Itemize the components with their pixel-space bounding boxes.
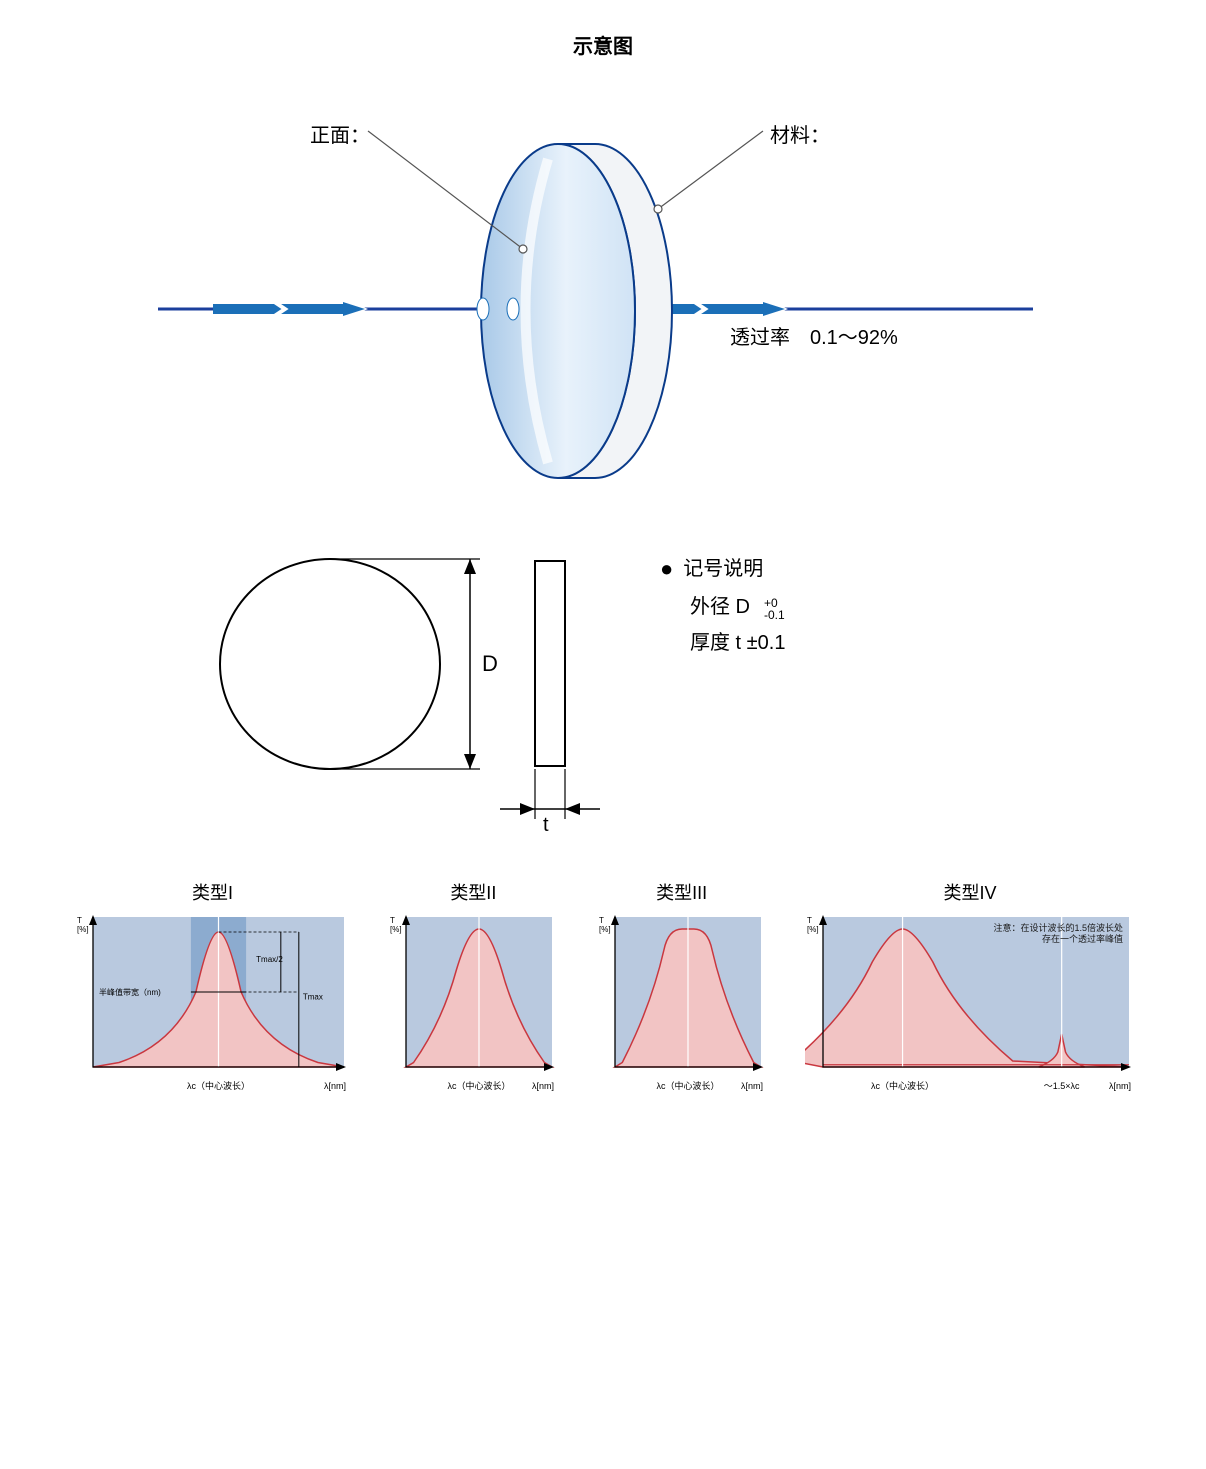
svg-text:～1.5×λc: ～1.5×λc (1044, 1081, 1080, 1091)
bullet-icon: ● (660, 549, 673, 589)
dimension-section: D t ● 记号说明 外径 D +0 -0.1 (0, 519, 1206, 879)
svg-text:λ[nm]: λ[nm] (532, 1081, 554, 1091)
chart-类型IV: 类型IV注意：在设计波长的1.5倍波长处存在一个透过率峰值λc（中心波长）～1.… (805, 879, 1135, 1102)
svg-text:T[%]: T[%] (77, 916, 89, 934)
chart-svg: λc（中心波长） T[%] λ[nm] (388, 911, 558, 1097)
chart-title: 类型II (388, 879, 558, 905)
dimension-svg: D t (170, 519, 730, 849)
svg-text:Tmax/2: Tmax/2 (256, 955, 283, 964)
dim-t-label: t (543, 814, 549, 836)
svg-text:λc（中心波长）: λc（中心波长） (448, 1080, 511, 1091)
chart-title: 类型III (597, 879, 767, 905)
dim-D-label: D (482, 651, 498, 676)
svg-text:λ[nm]: λ[nm] (1109, 1081, 1131, 1091)
chart-类型I: 类型I Tmax Tmax/2 半峰值带宽（nm) λc（中心波长） T[%] λ[nm] (75, 879, 350, 1102)
lens-schematic: 正面： 材料： 透过率 0.1～92% (0, 59, 1206, 519)
page-title: 示意图 (0, 0, 1206, 59)
svg-text:λc（中心波长）: λc（中心波长） (871, 1080, 934, 1091)
svg-text:Tmax: Tmax (303, 993, 323, 1002)
svg-text:λ[nm]: λ[nm] (324, 1081, 346, 1091)
svg-text:T[%]: T[%] (807, 916, 819, 934)
row-D: 外径 D (690, 589, 750, 625)
chart-类型II: 类型II λc（中心波长） T[%] λ[nm] (388, 879, 558, 1102)
row-t: 厚度 t ±0.1 (690, 625, 785, 661)
svg-text:半峰值带宽（nm): 半峰值带宽（nm) (99, 987, 161, 997)
type-charts: 类型ITmaxTmax/2半峰值带宽（nm)λc（中心波长）T[%]λ[nm]类… (75, 879, 1135, 1129)
symbol-legend: ● 记号说明 外径 D +0 -0.1 厚度 t ±0.1 (660, 549, 785, 661)
lens-svg (103, 59, 1103, 519)
svg-text:T[%]: T[%] (390, 916, 402, 934)
svg-text:λc（中心波长）: λc（中心波长） (656, 1080, 719, 1091)
svg-text:λ[nm]: λ[nm] (741, 1081, 763, 1091)
chart-svg: λc（中心波长） T[%] λ[nm] (597, 911, 767, 1097)
tol-D: +0 -0.1 (764, 597, 785, 621)
chart-svg: 注意：在设计波长的1.5倍波长处存在一个透过率峰值λc（中心波长）～1.5×λc… (805, 911, 1135, 1097)
svg-text:λc（中心波长）: λc（中心波长） (187, 1080, 250, 1091)
symbol-title: 记号说明 (683, 551, 763, 587)
chart-svg: Tmax Tmax/2 半峰值带宽（nm) λc（中心波长） T[%] λ[nm] (75, 911, 350, 1097)
chart-类型III: 类型III λc（中心波长） T[%] λ[nm] (597, 879, 767, 1102)
chart-title: 类型I (75, 879, 350, 905)
chart-title: 类型IV (805, 879, 1135, 905)
svg-text:T[%]: T[%] (599, 916, 611, 934)
